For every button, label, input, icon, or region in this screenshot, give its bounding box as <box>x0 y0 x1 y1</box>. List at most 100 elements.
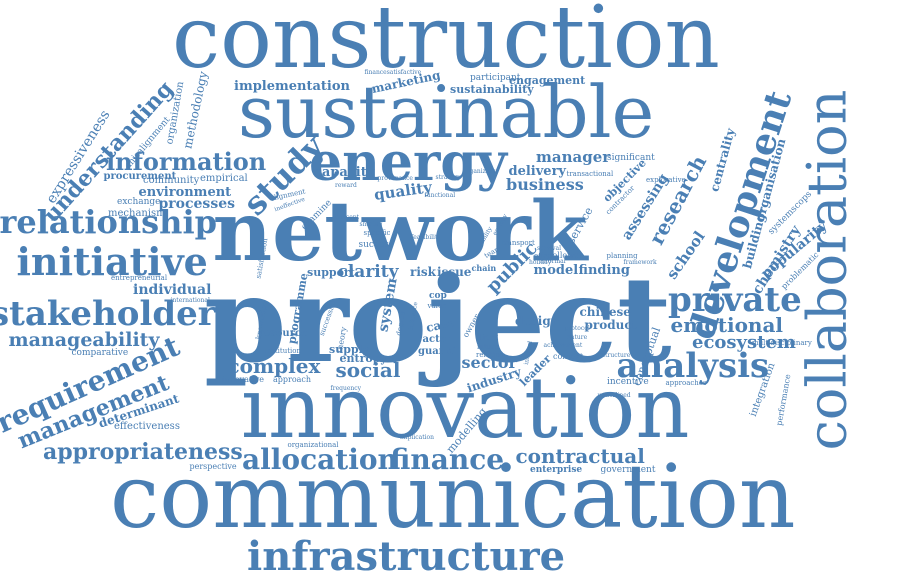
word-allocation: allocation <box>242 443 398 476</box>
word-survival: survival <box>537 245 562 252</box>
word-approach: approach <box>273 375 312 384</box>
word-perspective: perspective <box>189 462 237 471</box>
word-future: future <box>477 342 499 351</box>
word-capacity: capacity <box>314 164 375 180</box>
word-planning: planning <box>606 251 638 260</box>
word-transport: transport <box>501 238 535 247</box>
word-informal: informal <box>540 258 566 265</box>
word-manageability: manageability <box>8 328 160 351</box>
word-framework: framework <box>623 259 657 266</box>
word-strategy: strategy <box>435 174 461 181</box>
word-network: network <box>212 184 588 280</box>
word-approaches: approaches <box>665 378 707 387</box>
word-effect: effect <box>534 251 554 260</box>
word-specific: specific <box>363 228 391 237</box>
word-sustainability: sustainability <box>450 82 534 96</box>
word-organizing: organizing <box>463 168 496 175</box>
word-stakeholder: stakeholder <box>0 294 216 334</box>
word-project: project <box>204 250 672 389</box>
word-issue: issue <box>437 265 472 279</box>
word-sharing: sharing <box>359 221 383 228</box>
word-chain: chain <box>471 263 497 273</box>
word-participant: participant <box>470 72 521 83</box>
word-implementation: implementation <box>234 78 350 94</box>
word-collaboration: collaboration <box>794 89 858 451</box>
word-functional: functional <box>424 192 456 199</box>
word-transactional: transactional <box>566 169 614 178</box>
word-entrepreneurial: entrepreneurial <box>111 273 168 282</box>
word-incentive: incentive <box>607 376 649 387</box>
word-cop: cop <box>429 290 447 301</box>
word-chinese: chinese <box>579 305 631 319</box>
word-financesatisfactive: financesatisfactive <box>364 69 422 76</box>
word-enterprise: enterprise <box>530 464 583 475</box>
word-sector: sector <box>461 353 517 372</box>
word-significant: significant <box>607 152 655 163</box>
word-contractual: contractual <box>515 444 645 468</box>
word-feasibility: feasibility <box>411 234 441 241</box>
word-product: product <box>584 318 638 332</box>
word-guanxi: guanxi <box>418 346 456 357</box>
word-design: design <box>515 314 560 328</box>
word-innovation: innovation <box>241 359 690 457</box>
word-finding: finding <box>578 262 630 278</box>
word-engagement: engagement <box>509 73 586 87</box>
word-risk: risk <box>410 265 436 279</box>
word-social: social <box>335 358 401 382</box>
word-individual: individual <box>133 282 212 298</box>
word-entropy: entropy <box>339 351 387 365</box>
word-nature: nature <box>567 334 588 341</box>
word-ecosystem: ecosystem <box>692 332 796 353</box>
word-success: success <box>358 239 394 250</box>
word-reward: reward <box>335 182 357 189</box>
word-delivery: delivery <box>508 163 566 179</box>
word-government: government <box>600 464 656 475</box>
word-relationship: relationship <box>0 203 217 241</box>
word-analysis: analysis <box>616 346 770 386</box>
word-construction: construction <box>172 0 720 88</box>
word-communication: communication <box>110 445 796 548</box>
word-follower: follower <box>549 251 583 260</box>
word-empirical: empirical <box>200 173 248 184</box>
word-provenance: provenance <box>377 175 413 182</box>
word-appropriateness: appropriateness <box>43 439 243 465</box>
word-information: information <box>106 147 267 176</box>
word-innovative: innovative <box>222 375 264 384</box>
word-international: international <box>170 297 210 304</box>
word-underlined: underlined <box>597 392 631 399</box>
word-infrastructure: infrastructure <box>247 533 566 580</box>
word-effectiveness: effectiveness <box>114 421 180 432</box>
word-mechanism: mechanism <box>108 208 166 219</box>
word-community: community <box>143 175 200 186</box>
word-processes: processes <box>158 196 236 212</box>
word-relation: relation <box>476 350 504 359</box>
word-implication: implication <box>400 434 435 441</box>
word-finance: finance <box>390 443 505 476</box>
word-model: model <box>533 262 579 278</box>
word-concept: concept <box>335 214 359 221</box>
word-supply: supply <box>329 342 370 356</box>
word-manager: manager <box>536 147 611 166</box>
word-support: support <box>307 265 355 279</box>
word-resource: resource <box>258 328 308 339</box>
word-energy: energy <box>309 132 507 193</box>
word-complex: complex <box>227 354 321 378</box>
word-achievement: achievement <box>543 342 583 349</box>
word-exchange: exchange <box>117 196 161 207</box>
word-context: context <box>553 352 584 361</box>
word-procurement: procurement <box>103 171 177 182</box>
word-initiative: initiative <box>16 239 208 284</box>
word-business: business <box>506 175 584 194</box>
word-frequency: frequency <box>330 385 362 392</box>
word-emotional: emotional <box>670 313 784 337</box>
word-explorative: explorative <box>646 175 686 184</box>
word-comparative: comparative <box>71 347 129 358</box>
word-value: value <box>427 301 447 310</box>
word-multidisciplinary: multidisciplinary <box>752 338 812 347</box>
word-protocol: protocol <box>564 325 590 332</box>
word-actor: actor <box>422 334 452 345</box>
word-client: client <box>475 333 499 342</box>
word-institution: institution <box>264 346 302 355</box>
word-holiday: holiday <box>529 259 552 266</box>
